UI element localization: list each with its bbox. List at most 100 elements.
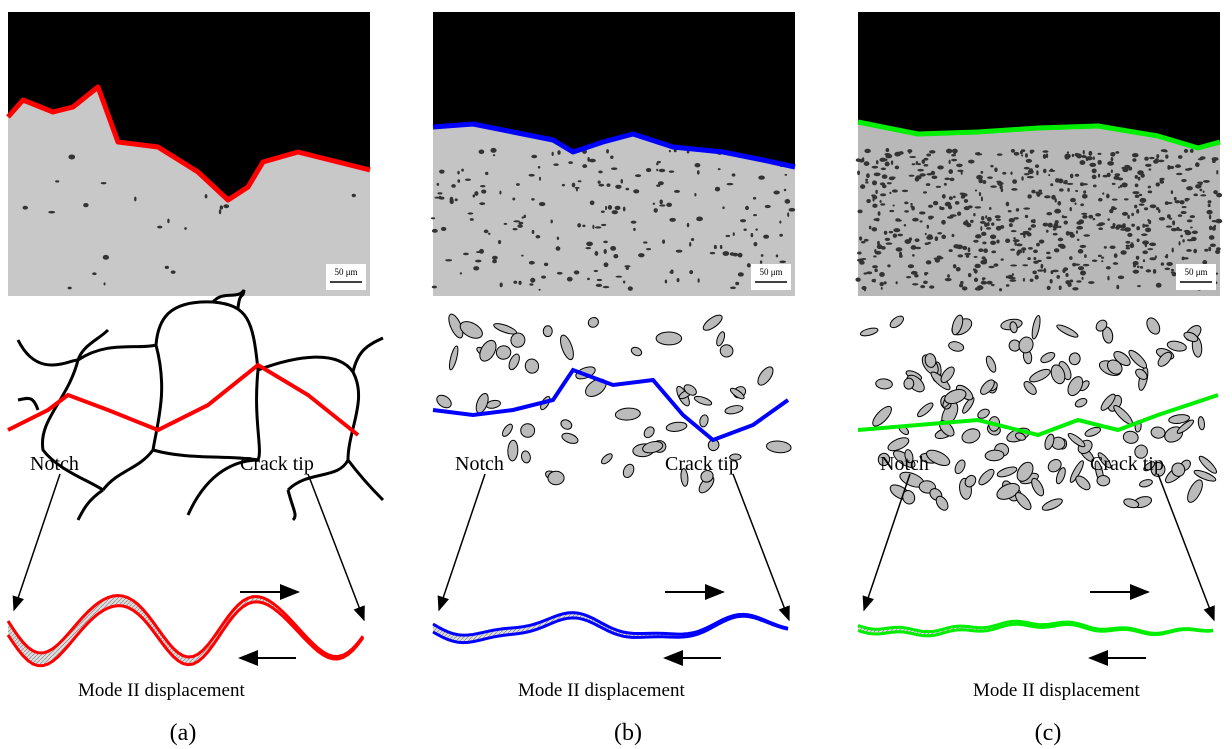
phase-particle: [1053, 228, 1057, 231]
phase-particle: [1078, 249, 1084, 254]
particle: [561, 431, 580, 445]
phase-particle: [785, 174, 788, 176]
phase-particle: [1107, 173, 1111, 178]
phase-particle: [1070, 207, 1072, 211]
phase-particle: [575, 187, 580, 189]
phase-particle: [439, 170, 445, 174]
phase-particle: [590, 200, 595, 205]
phase-particle: [603, 241, 608, 244]
particle: [448, 345, 460, 370]
phase-particle: [1077, 239, 1080, 241]
phase-particle: [1178, 155, 1182, 159]
phase-particle: [437, 183, 440, 186]
phase-particle: [1084, 254, 1087, 258]
phase-particle: [1065, 273, 1068, 277]
phase-particle: [1107, 218, 1109, 221]
particle: [520, 450, 531, 464]
phase-particle: [1107, 276, 1109, 281]
phase-particle: [787, 212, 789, 217]
phase-particle: [431, 217, 435, 219]
phase-particle: [877, 244, 883, 249]
phase-particle: [882, 184, 886, 188]
phase-particle: [1044, 195, 1051, 198]
phase-particle: [1202, 260, 1207, 265]
phase-particle: [1078, 266, 1084, 270]
caption: Mode II displacement: [518, 680, 685, 701]
phase-particle: [962, 286, 968, 290]
particle: [1031, 315, 1042, 340]
phase-particle: [1200, 189, 1203, 192]
phase-particle: [606, 183, 610, 187]
phase-particle: [860, 184, 865, 189]
phase-particle: [882, 174, 888, 179]
phase-particle: [884, 158, 888, 161]
phase-particle: [1215, 219, 1222, 224]
phase-particle: [982, 277, 986, 279]
phase-particle: [1199, 182, 1202, 185]
phase-particle: [697, 170, 700, 174]
phase-particle: [1016, 243, 1023, 246]
phase-particle: [1171, 190, 1173, 194]
phase-particle: [1161, 149, 1167, 152]
phase-particle: [866, 199, 871, 203]
phase-particle: [1148, 220, 1151, 225]
phase-particle: [219, 209, 221, 214]
phase-particle: [1021, 154, 1023, 156]
phase-particle: [481, 190, 486, 194]
phase-particle: [917, 169, 924, 172]
phase-particle: [866, 173, 870, 178]
particle: [1028, 367, 1052, 385]
phase-particle: [1142, 250, 1148, 254]
phase-particle: [656, 162, 658, 165]
panel-label: (a): [170, 720, 197, 746]
phase-particle: [1010, 249, 1015, 251]
phase-particle: [1159, 217, 1165, 221]
phase-particle: [1115, 226, 1119, 230]
phase-particle: [881, 287, 883, 290]
phase-particle: [1106, 266, 1111, 269]
phase-particle: [964, 199, 968, 203]
phase-particle: [1148, 168, 1151, 170]
particle: [1029, 477, 1046, 498]
phase-particle: [857, 170, 860, 175]
phase-particle: [1010, 171, 1012, 174]
phase-particle: [747, 263, 751, 267]
phase-particle: [455, 198, 458, 201]
phase-particle: [662, 239, 665, 243]
phase-particle: [512, 198, 515, 201]
phase-particle: [676, 250, 683, 253]
phase-particle: [220, 205, 223, 209]
particle: [600, 452, 614, 466]
phase-particle: [944, 178, 950, 181]
phase-particle: [597, 279, 602, 281]
phase-particle: [531, 155, 537, 158]
particle: [586, 315, 600, 329]
phase-particle: [902, 190, 908, 193]
phase-particle: [1067, 183, 1074, 185]
phase-particle: [1203, 180, 1210, 183]
phase-particle: [1011, 230, 1017, 232]
phase-particle: [1054, 198, 1056, 202]
particle: [699, 414, 710, 428]
phase-particle: [83, 203, 88, 207]
phase-particle: [1192, 230, 1198, 234]
phase-particle: [1052, 225, 1059, 228]
phase-particle: [550, 220, 552, 224]
phase-particle: [991, 222, 994, 225]
phase-particle: [773, 191, 779, 195]
phase-particle: [1081, 213, 1087, 215]
figure: 50 μmNotchCrack tipMode II displacement(…: [0, 0, 1232, 749]
phase-particle: [899, 252, 902, 256]
phase-particle: [1106, 194, 1110, 199]
phase-particle: [1132, 191, 1139, 194]
phase-particle: [437, 192, 442, 194]
phase-particle: [1102, 192, 1104, 194]
phase-particle: [980, 221, 986, 224]
phase-particle: [1083, 264, 1090, 266]
phase-particle: [991, 284, 995, 286]
phase-particle: [492, 260, 497, 264]
phase-particle: [1180, 200, 1185, 204]
phase-particle: [1186, 186, 1193, 190]
phase-particle: [760, 260, 762, 263]
phase-particle: [157, 226, 162, 229]
